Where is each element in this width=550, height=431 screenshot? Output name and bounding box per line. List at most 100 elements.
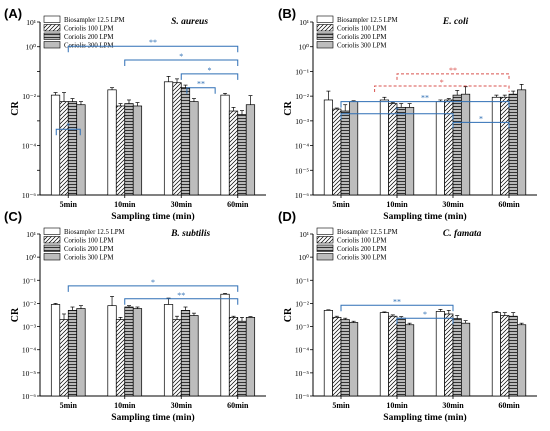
legend-label: Coriolis 200 LPM [64,34,113,41]
bar [452,94,462,196]
y-tick-label: 10⁻⁴ [22,142,36,151]
legend-swatch [43,32,61,40]
significance-mark: * [395,106,399,115]
significance-mark: ** [197,80,205,89]
y-tick-label: 10⁰ [25,253,36,262]
significance-bracket [452,121,510,129]
bar [237,320,247,397]
legend-swatch [43,253,61,261]
bar [59,101,69,196]
bar [388,315,398,397]
bar [323,99,333,196]
significance-bracket [186,87,216,94]
significance-bracket [396,317,454,325]
legend-label: Biosampler 12.5 LPM [64,17,125,24]
legend-label: Coriolis 300 LPM [337,255,386,262]
bar [132,308,143,397]
legend-swatch [43,227,61,235]
panel-label: (D) [278,209,296,224]
y-tick-label: 10⁰ [298,43,309,52]
y-tick-label: 10⁻² [22,92,36,101]
x-tick-label: 5min [332,200,350,209]
bar [405,107,415,196]
y-tick-label: 10⁻³ [22,323,36,332]
significance-mark: * [423,310,427,319]
bar [405,324,415,397]
legend-swatch [316,227,334,235]
y-tick-label: 10⁻⁴ [295,346,309,355]
significance-bracket [374,85,510,93]
bar [124,306,134,397]
bar [379,312,389,397]
bar [461,93,471,196]
legend-swatch [316,244,334,252]
y-tick-label: 10⁻⁵ [295,369,309,378]
organism-name: B. subtilis [170,229,210,239]
bar [67,310,78,397]
bar [220,293,230,397]
y-tick-label: 10⁻² [295,299,309,308]
legend-swatch [316,253,334,261]
legend-label: Coriolis 300 LPM [64,255,113,262]
bar [180,87,191,196]
bar [491,96,501,196]
bar [107,305,117,397]
significance-bracket [340,304,454,312]
y-tick-label: 10⁻⁶ [295,191,309,200]
chart-panel-3: (C) 10⁻⁶ 10⁻⁵ 10⁻⁴ 10⁻³ 10⁻² 10⁻¹ 10⁰ 10¹ CR 5min 1… [4,209,266,423]
bar [435,101,445,196]
bar [444,99,454,196]
legend-label: Biosampler 12.5 LPM [337,229,398,236]
bar [517,324,527,397]
bar [396,317,406,397]
x-tick-label: 10min [386,200,408,209]
legend-label: Coriolis 100 LPM [64,26,113,33]
significance-bracket [340,101,510,108]
bar [379,99,389,196]
x-tick-label: 30min [171,200,193,209]
bar [340,110,350,196]
bar [220,94,230,196]
legend-swatch [43,244,61,252]
bar [50,94,61,196]
y-tick-label: 10⁻⁶ [22,191,36,200]
significance-mark: * [179,52,183,61]
significance-bracket [396,73,510,80]
y-tick-label: 10⁻² [22,299,36,308]
bar [132,105,143,196]
bar [452,318,462,397]
significance-mark: * [151,278,155,287]
y-tick-label: 10⁻² [295,92,309,101]
significance-mark: ** [449,66,457,75]
organism-name: S. aureus [171,17,208,27]
significance-mark: * [479,114,483,123]
y-tick-label: 10¹ [26,230,36,239]
y-tick-label: 10¹ [299,18,309,27]
significance-mark: ** [421,94,429,103]
bar [50,304,61,397]
significance-bracket [124,298,239,305]
bar [349,322,359,397]
bar [340,319,350,397]
x-tick-label: 30min [442,401,464,410]
x-axis-title: Sampling time (min) [111,211,194,222]
x-tick-label: 5min [60,200,78,209]
bar [76,308,86,397]
chart-panel-4: (D) 10⁻⁶ 10⁻⁵ 10⁻⁴ 10⁻³ 10⁻² 10⁻¹ 10⁰ 10¹ CR 5min 1… [278,209,537,423]
legend-swatch [316,32,334,40]
y-axis-title: CR [10,307,21,322]
y-tick-label: 10⁻¹ [295,276,309,285]
y-tick-label: 10⁻¹ [295,67,309,76]
bar [67,101,78,196]
bar [349,101,359,196]
x-tick-label: 30min [442,200,464,209]
y-tick-label: 10⁰ [298,253,309,262]
x-tick-label: 5min [60,401,78,410]
significance-mark: * [208,66,212,75]
bar [163,304,174,397]
legend-swatch [43,41,61,49]
legend-swatch [316,41,334,49]
y-tick-label: 10⁰ [25,43,36,52]
bar [323,310,333,397]
